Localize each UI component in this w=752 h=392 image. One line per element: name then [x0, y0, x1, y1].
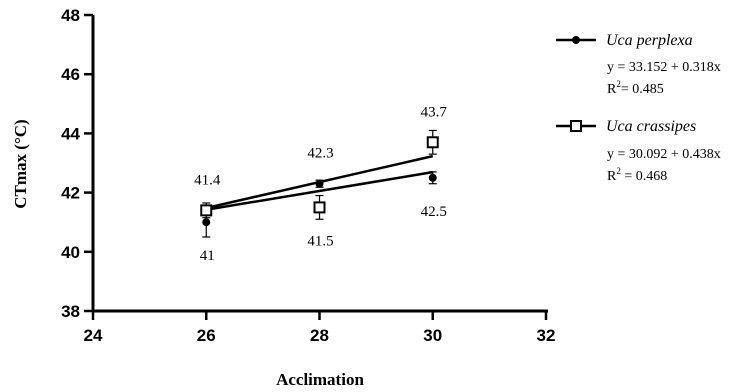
markers [200, 136, 439, 227]
r2-symbol: R [607, 169, 617, 184]
x-tick-label: 30 [423, 326, 442, 345]
x-tick-label: 28 [310, 326, 329, 345]
data-labels: 41 42.3 42.5 41.4 41.5 43.7 [194, 104, 447, 264]
y-tick-label: 48 [61, 6, 80, 25]
y-tick-label: 46 [61, 65, 80, 84]
legend-equation-uca-crassipes: y = 30.092 + 0.438x [607, 147, 721, 162]
r2-superscript: 2 [616, 166, 621, 176]
data-point-uca-crassipes [200, 204, 213, 217]
data-point-uca-crassipes [313, 201, 326, 214]
x-tick-label: 26 [197, 326, 216, 345]
legend-item-uca-perplexa: Uca perplexa y = 33.152 + 0.318x R2= 0.4… [556, 32, 721, 97]
x-axis-title: Acclimation [276, 370, 364, 389]
legend-marker-filled-circle [572, 36, 580, 44]
legend-name-uca-crassipes: Uca crassipes [606, 118, 696, 135]
r2-value: = 0.485 [621, 82, 664, 97]
trendline-uca-perplexa [206, 170, 433, 212]
y-tick-label: 40 [61, 243, 80, 262]
data-label-uca-perplexa: 42.5 [421, 204, 447, 220]
data-label-uca-perplexa: 42.3 [307, 146, 333, 162]
legend-r2-uca-crassipes: R2 = 0.468 [607, 166, 667, 184]
legend-equation-uca-perplexa: y = 33.152 + 0.318x [607, 60, 721, 75]
ticks: 24 26 28 30 32 38 40 42 44 46 48 [61, 6, 555, 345]
r2-value: = 0.468 [621, 169, 667, 184]
y-tick-label: 42 [61, 184, 80, 203]
legend-name-uca-perplexa: Uca perplexa [606, 32, 693, 49]
data-label-uca-perplexa: 41 [200, 248, 215, 264]
r2-symbol: R [607, 82, 617, 97]
legend-r2-uca-perplexa: R2= 0.485 [607, 79, 664, 97]
legend: Uca perplexa y = 33.152 + 0.318x R2= 0.4… [556, 32, 721, 184]
data-label-uca-crassipes: 41.4 [194, 172, 221, 188]
y-tick-label: 38 [61, 302, 80, 321]
data-point-uca-perplexa [428, 173, 437, 182]
y-axis-title: CTmax (°C) [11, 119, 30, 208]
x-tick-label: 32 [537, 326, 556, 345]
y-tick-label: 44 [61, 124, 80, 143]
axes [91, 15, 548, 313]
data-point-uca-crassipes [426, 136, 439, 149]
legend-item-uca-crassipes: Uca crassipes y = 30.092 + 0.438x R2 = 0… [556, 118, 721, 184]
data-label-uca-crassipes: 41.5 [307, 233, 333, 249]
x-tick-label: 24 [84, 326, 103, 345]
data-point-uca-perplexa [202, 218, 211, 227]
r2-superscript: 2 [616, 79, 621, 89]
data-label-uca-crassipes: 43.7 [421, 104, 448, 120]
data-point-uca-perplexa [315, 179, 324, 188]
legend-marker-open-square [570, 120, 582, 132]
